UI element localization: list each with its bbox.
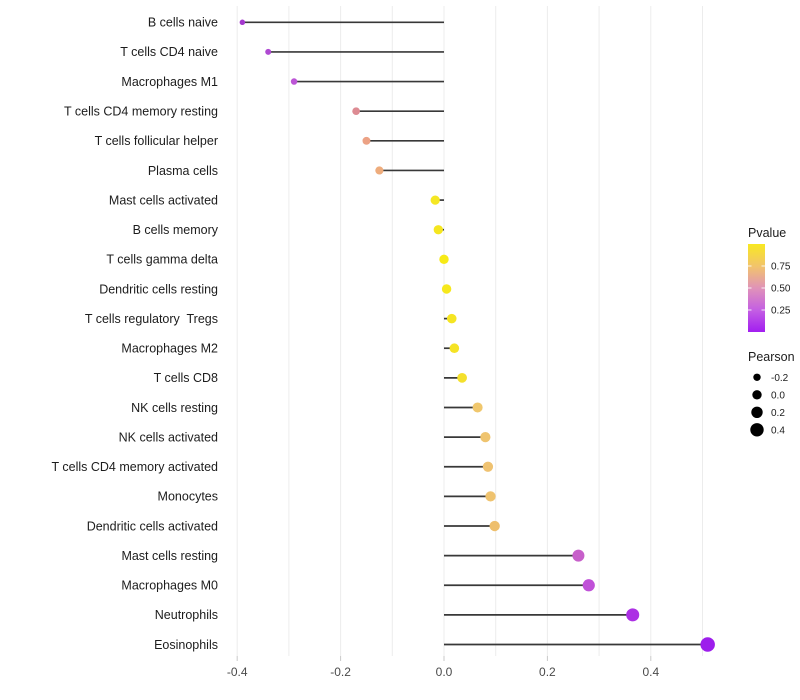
pearson-legend-label: 0.0 (771, 390, 785, 401)
category-label: Macrophages M1 (121, 75, 218, 89)
pvalue-legend-title: Pvalue (748, 226, 786, 240)
lollipop-dot (572, 549, 585, 562)
category-label: T cells regulatory Tregs (85, 312, 218, 326)
lollipop-dot (485, 491, 496, 502)
lollipop-dot (489, 520, 500, 532)
lollipop-dot (446, 313, 457, 324)
lollipop-dot (265, 48, 272, 55)
category-label: T cells CD4 memory resting (64, 104, 218, 118)
lollipop-dot (626, 608, 640, 622)
x-tick-label: 0.2 (539, 665, 556, 679)
pvalue-tick-label: 0.25 (771, 306, 791, 317)
category-label: NK cells resting (131, 401, 218, 415)
category-label: T cells CD8 (154, 371, 218, 385)
pearson-legend-title: Pearson (748, 350, 795, 364)
x-tick-label: 0.4 (642, 665, 659, 679)
lollipop-dot (375, 166, 384, 175)
lollipop-dot (433, 225, 443, 235)
lollipop-dot (290, 78, 298, 85)
lollipop-dot (439, 254, 449, 265)
pvalue-tick-label: 0.75 (771, 262, 791, 273)
category-label: Dendritic cells activated (87, 519, 218, 533)
category-label: T cells follicular helper (95, 134, 218, 148)
category-label: T cells CD4 memory activated (52, 460, 219, 474)
category-label: Mast cells activated (109, 193, 218, 207)
category-label: B cells naive (148, 16, 218, 30)
pearson-legend-label: 0.4 (771, 425, 785, 436)
category-label: B cells memory (133, 223, 219, 237)
category-label: Macrophages M2 (121, 342, 218, 356)
lollipop-dot (239, 19, 246, 26)
pearson-legend-dot (751, 406, 763, 418)
lollipop-dot (362, 136, 371, 145)
pearson-legend-dot (752, 390, 762, 400)
lollipop-dot (700, 637, 715, 652)
lollipop-dot (457, 372, 467, 383)
pvalue-tick-label: 0.50 (771, 284, 791, 295)
lollipop-dot (430, 195, 440, 205)
pearson-legend-label: 0.2 (771, 408, 785, 419)
pvalue-colorbar (748, 244, 765, 332)
lollipop-dot (482, 461, 494, 472)
lollipop-dot (480, 432, 491, 443)
category-label: T cells CD4 naive (120, 45, 218, 59)
lollipop-dot (472, 402, 483, 413)
lollipop-dot (582, 579, 595, 592)
pearson-legend-dot (750, 423, 764, 437)
category-label: Neutrophils (155, 608, 218, 622)
lollipop-dot (352, 107, 360, 116)
category-label: Monocytes (158, 490, 218, 504)
x-tick-label: 0.0 (436, 665, 453, 679)
category-label: Macrophages M0 (121, 579, 218, 593)
pearson-legend-label: -0.2 (771, 373, 789, 384)
x-tick-label: -0.4 (227, 665, 248, 679)
category-label: Dendritic cells resting (99, 282, 218, 296)
pearson-legend-dot (753, 373, 761, 381)
lollipop-dot (449, 343, 460, 354)
category-label: Plasma cells (148, 164, 218, 178)
category-label: Mast cells resting (121, 549, 218, 563)
x-tick-label: -0.2 (330, 665, 351, 679)
category-label: T cells gamma delta (106, 253, 218, 267)
category-label: Eosinophils (154, 638, 218, 652)
lollipop-dot (441, 284, 452, 294)
category-label: NK cells activated (119, 430, 218, 444)
